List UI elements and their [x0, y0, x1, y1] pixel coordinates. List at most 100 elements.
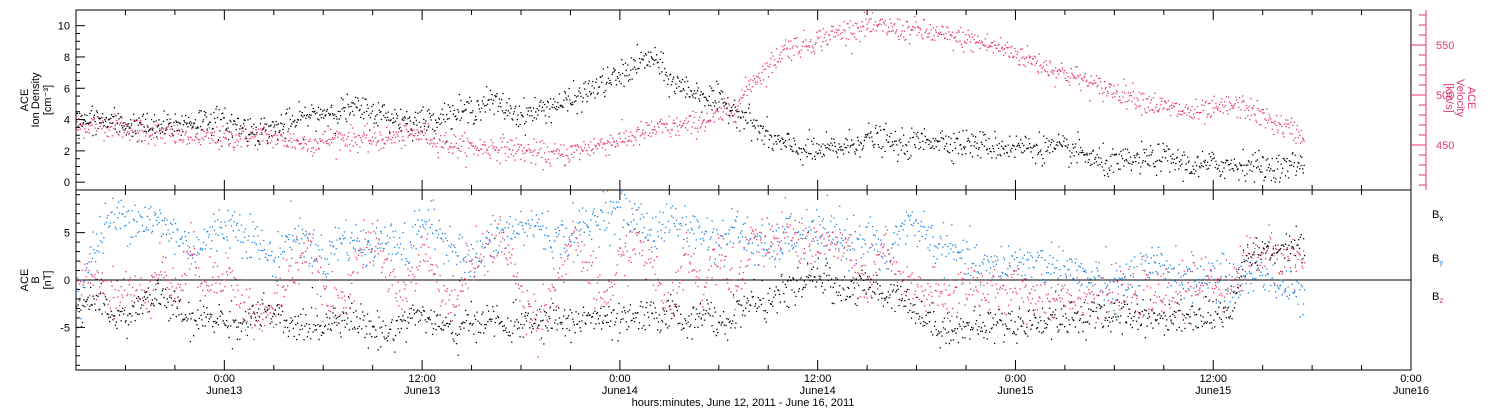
velocity-point — [603, 142, 605, 144]
density-point — [225, 129, 227, 131]
by-point — [456, 255, 458, 257]
velocity-point — [510, 153, 512, 155]
by-point — [804, 237, 806, 239]
density-point — [205, 112, 207, 114]
by-point — [82, 286, 84, 288]
by-point — [349, 242, 351, 244]
density-point — [767, 130, 769, 132]
by-point — [557, 226, 559, 229]
density-point — [867, 133, 869, 135]
density-point — [837, 149, 839, 151]
density-point — [1055, 148, 1057, 150]
velocity-point — [1210, 115, 1213, 117]
by-point — [1138, 285, 1140, 287]
density-point — [170, 122, 172, 124]
density-point — [716, 80, 718, 82]
velocity-point — [515, 152, 517, 155]
by-point — [591, 213, 594, 215]
density-point — [888, 141, 890, 143]
by-point — [1220, 276, 1222, 278]
by-point — [891, 243, 894, 246]
density-point — [739, 116, 742, 118]
velocity-point — [1109, 83, 1112, 85]
velocity-point — [843, 21, 845, 23]
velocity-point — [1295, 142, 1297, 144]
density-point — [1146, 155, 1148, 157]
by-point — [947, 245, 949, 248]
density-point — [160, 123, 162, 125]
velocity-point — [315, 149, 317, 151]
by-point — [1123, 294, 1125, 296]
density-point — [1233, 158, 1235, 160]
velocity-point — [211, 132, 213, 134]
density-point — [474, 119, 476, 121]
density-point — [938, 149, 940, 151]
by-point — [1263, 284, 1265, 286]
by-point — [825, 257, 828, 259]
by-point — [1288, 298, 1290, 300]
density-point — [1143, 148, 1145, 151]
by-point — [861, 246, 863, 248]
by-point — [243, 231, 245, 233]
density-point — [1172, 153, 1174, 155]
density-point — [208, 121, 211, 123]
velocity-point — [495, 146, 498, 149]
velocity-point — [1271, 128, 1273, 130]
velocity-point — [1018, 60, 1020, 62]
velocity-point — [329, 128, 331, 130]
density-tick-label: 2 — [64, 146, 70, 158]
density-point — [471, 112, 473, 114]
by-point — [420, 236, 422, 238]
by-point — [1095, 261, 1097, 263]
density-point — [186, 122, 188, 124]
velocity-point — [1146, 112, 1148, 114]
velocity-point — [825, 40, 827, 42]
density-point — [909, 137, 911, 139]
density-point — [343, 110, 345, 112]
velocity-point — [285, 138, 287, 140]
by-point — [235, 224, 238, 226]
by-point — [119, 227, 121, 230]
density-point — [229, 119, 231, 121]
density-point — [256, 132, 258, 134]
velocity-point — [360, 137, 362, 139]
by-point — [1272, 264, 1274, 266]
density-point — [654, 46, 656, 49]
velocity-point — [157, 123, 159, 126]
velocity-point — [206, 127, 208, 130]
velocity-point — [914, 15, 916, 18]
by-point — [1014, 251, 1016, 253]
by-point — [1239, 294, 1241, 296]
by-point — [458, 238, 460, 240]
velocity-point — [598, 143, 600, 145]
by-point — [678, 223, 680, 225]
velocity-point — [1176, 115, 1178, 117]
density-point — [189, 121, 191, 123]
density-point — [1148, 154, 1150, 157]
density-point — [472, 110, 474, 112]
by-point — [383, 248, 385, 250]
density-point — [1195, 170, 1197, 172]
density-point — [1058, 141, 1060, 143]
density-point — [598, 86, 600, 88]
density-point — [1253, 181, 1256, 183]
by-point — [820, 235, 822, 238]
density-point — [1300, 164, 1302, 167]
velocity-point — [841, 31, 843, 34]
velocity-point — [1028, 55, 1030, 57]
density-point — [303, 139, 305, 141]
density-point — [787, 132, 789, 134]
by-point — [621, 190, 623, 192]
by-point — [813, 240, 815, 242]
by-point — [394, 246, 396, 248]
by-point — [937, 247, 939, 249]
velocity-point — [1205, 100, 1207, 102]
velocity-point — [1093, 79, 1095, 81]
density-point — [613, 67, 615, 70]
velocity-point — [567, 157, 569, 160]
density-point — [1011, 147, 1013, 150]
by-point — [770, 246, 772, 248]
by-point — [1128, 288, 1130, 290]
velocity-point — [399, 123, 401, 125]
velocity-point — [1058, 68, 1060, 71]
